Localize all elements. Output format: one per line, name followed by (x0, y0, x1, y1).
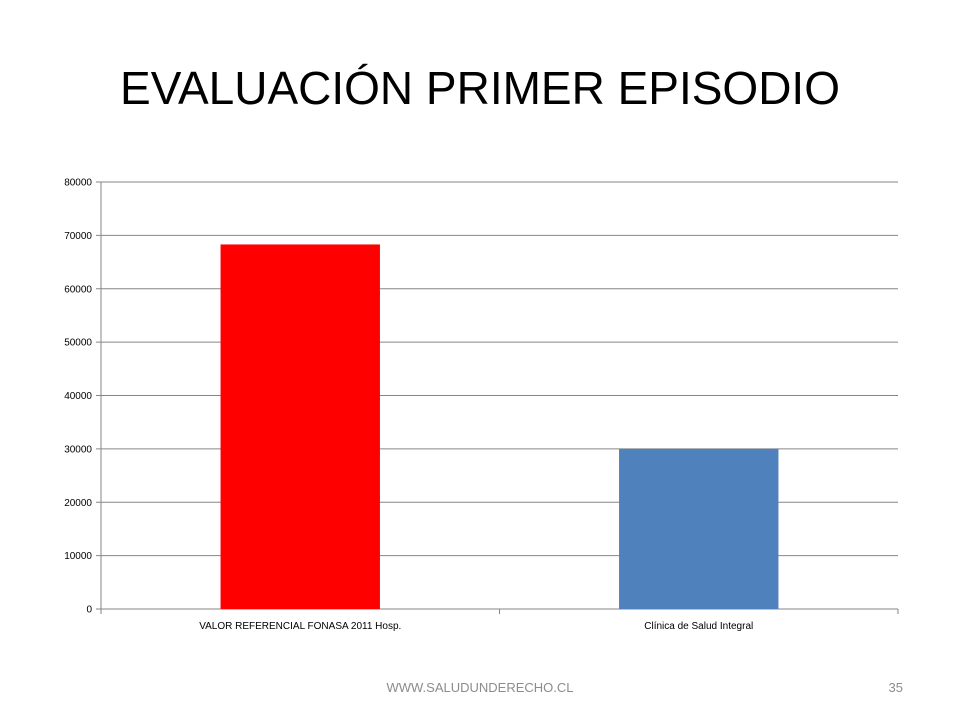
y-tick-label: 50000 (64, 338, 92, 349)
chart-svg: 0 10000 20000 30000 40000 50000 60000 70000 8000… (64, 178, 899, 632)
x-category-label: Clínica de Salud Integral (644, 621, 753, 632)
y-tick-label: 70000 (64, 231, 92, 242)
x-category-label: VALOR REFERENCIAL FONASA 2011 Hosp. (199, 621, 401, 632)
bar-2 (619, 448, 779, 609)
bar-1 (220, 244, 380, 609)
footer-url: WWW.SALUDUNDERECHO.CL (386, 680, 574, 695)
y-tick-labels: 0 10000 20000 30000 40000 50000 60000 70000 8000… (64, 178, 92, 616)
slide-title: EVALUACIÓN PRIMER EPISODIO (120, 62, 840, 114)
y-tick-label: 20000 (64, 498, 92, 509)
y-tick-label: 40000 (64, 391, 92, 402)
y-tick-label: 10000 (64, 551, 92, 562)
y-tick-label: 0 (86, 605, 92, 616)
bars (220, 244, 779, 609)
x-category-labels: VALOR REFERENCIAL FONASA 2011 Hosp. Clíni… (199, 621, 753, 632)
y-tick-label: 80000 (64, 178, 92, 189)
y-tick-label: 60000 (64, 284, 92, 295)
y-tick-label: 30000 (64, 444, 92, 455)
page-number: 35 (888, 680, 903, 695)
bar-chart: 0 10000 20000 30000 40000 50000 60000 70000 8000… (40, 170, 920, 640)
